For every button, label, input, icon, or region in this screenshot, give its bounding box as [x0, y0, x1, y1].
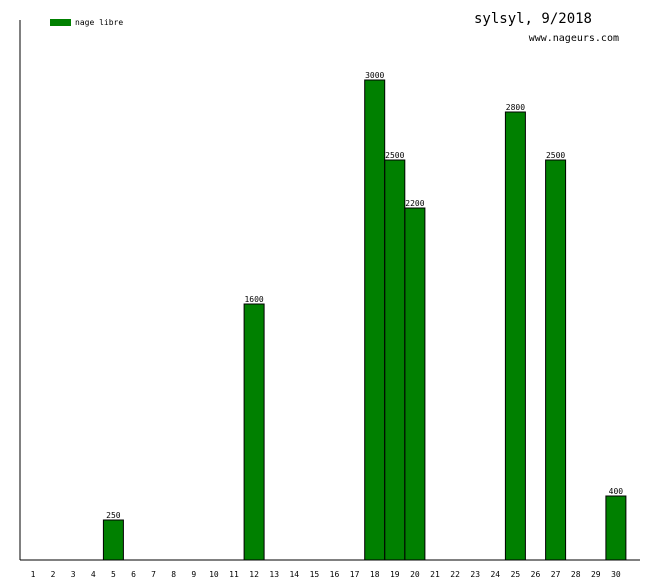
bar [102, 519, 124, 561]
x-tick-label: 19 [390, 570, 400, 579]
x-tick-label: 18 [370, 570, 380, 579]
bar-value-label: 2500 [546, 151, 565, 160]
bar-value-label: 250 [106, 511, 121, 520]
x-tick-label: 28 [571, 570, 581, 579]
x-tick-label: 24 [490, 570, 500, 579]
bar [404, 207, 426, 561]
bar [384, 159, 406, 561]
bar [605, 495, 627, 561]
x-tick-label: 16 [330, 570, 340, 579]
x-tick-label: 10 [209, 570, 219, 579]
legend-label: nage libre [75, 18, 123, 27]
x-tick-label: 27 [551, 570, 561, 579]
x-tick-label: 20 [410, 570, 420, 579]
value-labels: 250 1600 3000 2500 2200 2800 2500 400 [106, 71, 623, 520]
x-tick-label: 23 [470, 570, 480, 579]
bar-value-label: 2500 [385, 151, 404, 160]
x-tick-label: 12 [249, 570, 259, 579]
x-tick-label: 1 [31, 570, 36, 579]
bar [243, 303, 265, 561]
x-tick-label: 3 [71, 570, 76, 579]
bar-value-label: 3000 [365, 71, 384, 80]
x-tick-label: 5 [111, 570, 116, 579]
bars [102, 79, 627, 561]
bar [545, 159, 567, 561]
legend-swatch [50, 19, 71, 26]
x-tick-label: 11 [229, 570, 239, 579]
x-tick-label: 4 [91, 570, 96, 579]
x-tick-label: 25 [511, 570, 521, 579]
chart-title: sylsyl, 9/2018 [474, 11, 592, 27]
bar-value-label: 1600 [244, 295, 263, 304]
bar-value-label: 2800 [506, 103, 525, 112]
x-tick-label: 21 [430, 570, 440, 579]
x-tick-label: 17 [350, 570, 360, 579]
x-tick-label: 30 [611, 570, 621, 579]
bar [504, 111, 526, 561]
x-tick-label: 8 [171, 570, 176, 579]
x-tick-label: 15 [310, 570, 320, 579]
bar [364, 79, 386, 561]
bar-value-label: 400 [609, 487, 624, 496]
legend: nage libre [50, 18, 123, 27]
x-tick-label: 13 [269, 570, 279, 579]
x-tick-label: 26 [531, 570, 541, 579]
x-tick-label: 6 [131, 570, 136, 579]
bar-value-label: 2200 [405, 199, 424, 208]
site-url: www.nageurs.com [529, 33, 619, 44]
x-tick-label: 29 [591, 570, 601, 579]
tick-labels: 1 2 3 4 5 6 7 8 9 10 11 12 13 14 15 16 17 18 19 20 21 22 23 24 2… [31, 570, 621, 579]
x-tick-label: 14 [289, 570, 299, 579]
x-tick-label: 2 [51, 570, 56, 579]
x-tick-label: 7 [151, 570, 156, 579]
x-tick-label: 22 [450, 570, 460, 579]
x-tick-label: 9 [191, 570, 196, 579]
